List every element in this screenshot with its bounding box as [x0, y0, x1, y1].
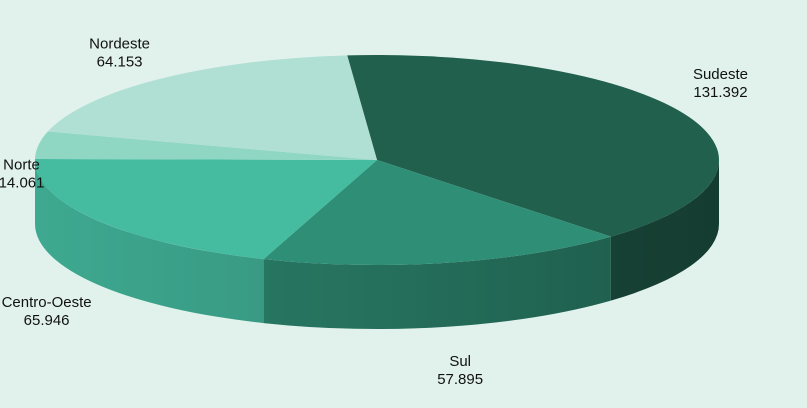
slice-label-norte: Norte	[3, 157, 40, 174]
pie-side-sul	[263, 236, 611, 329]
slice-value-norte: 14.061	[0, 175, 44, 192]
pie-slice-sul	[263, 160, 611, 265]
pie-slice-sudeste	[347, 55, 720, 237]
pie-slice-norte	[35, 131, 377, 160]
slice-value-sul: 57.895	[437, 371, 483, 388]
slice-label-sul: Sul	[449, 353, 471, 370]
slice-value-nordeste: 64.153	[97, 53, 143, 70]
slice-value-sudeste: 131.392	[693, 84, 747, 101]
pie-slices	[34, 55, 720, 265]
pie-slice-nordeste	[47, 55, 378, 161]
pie-side-sudeste	[610, 160, 719, 301]
slice-label-nordeste: Nordeste	[89, 35, 150, 52]
slice-label-sudeste: Sudeste	[693, 66, 748, 83]
slice-value-centro-oeste: 65.946	[24, 312, 70, 329]
pie-side-centro-oeste	[35, 160, 264, 324]
slice-label-centro-oeste: Centro-Oeste	[2, 294, 92, 311]
pie-slice-centro-oeste	[34, 158, 377, 260]
pie-sides	[35, 160, 719, 329]
